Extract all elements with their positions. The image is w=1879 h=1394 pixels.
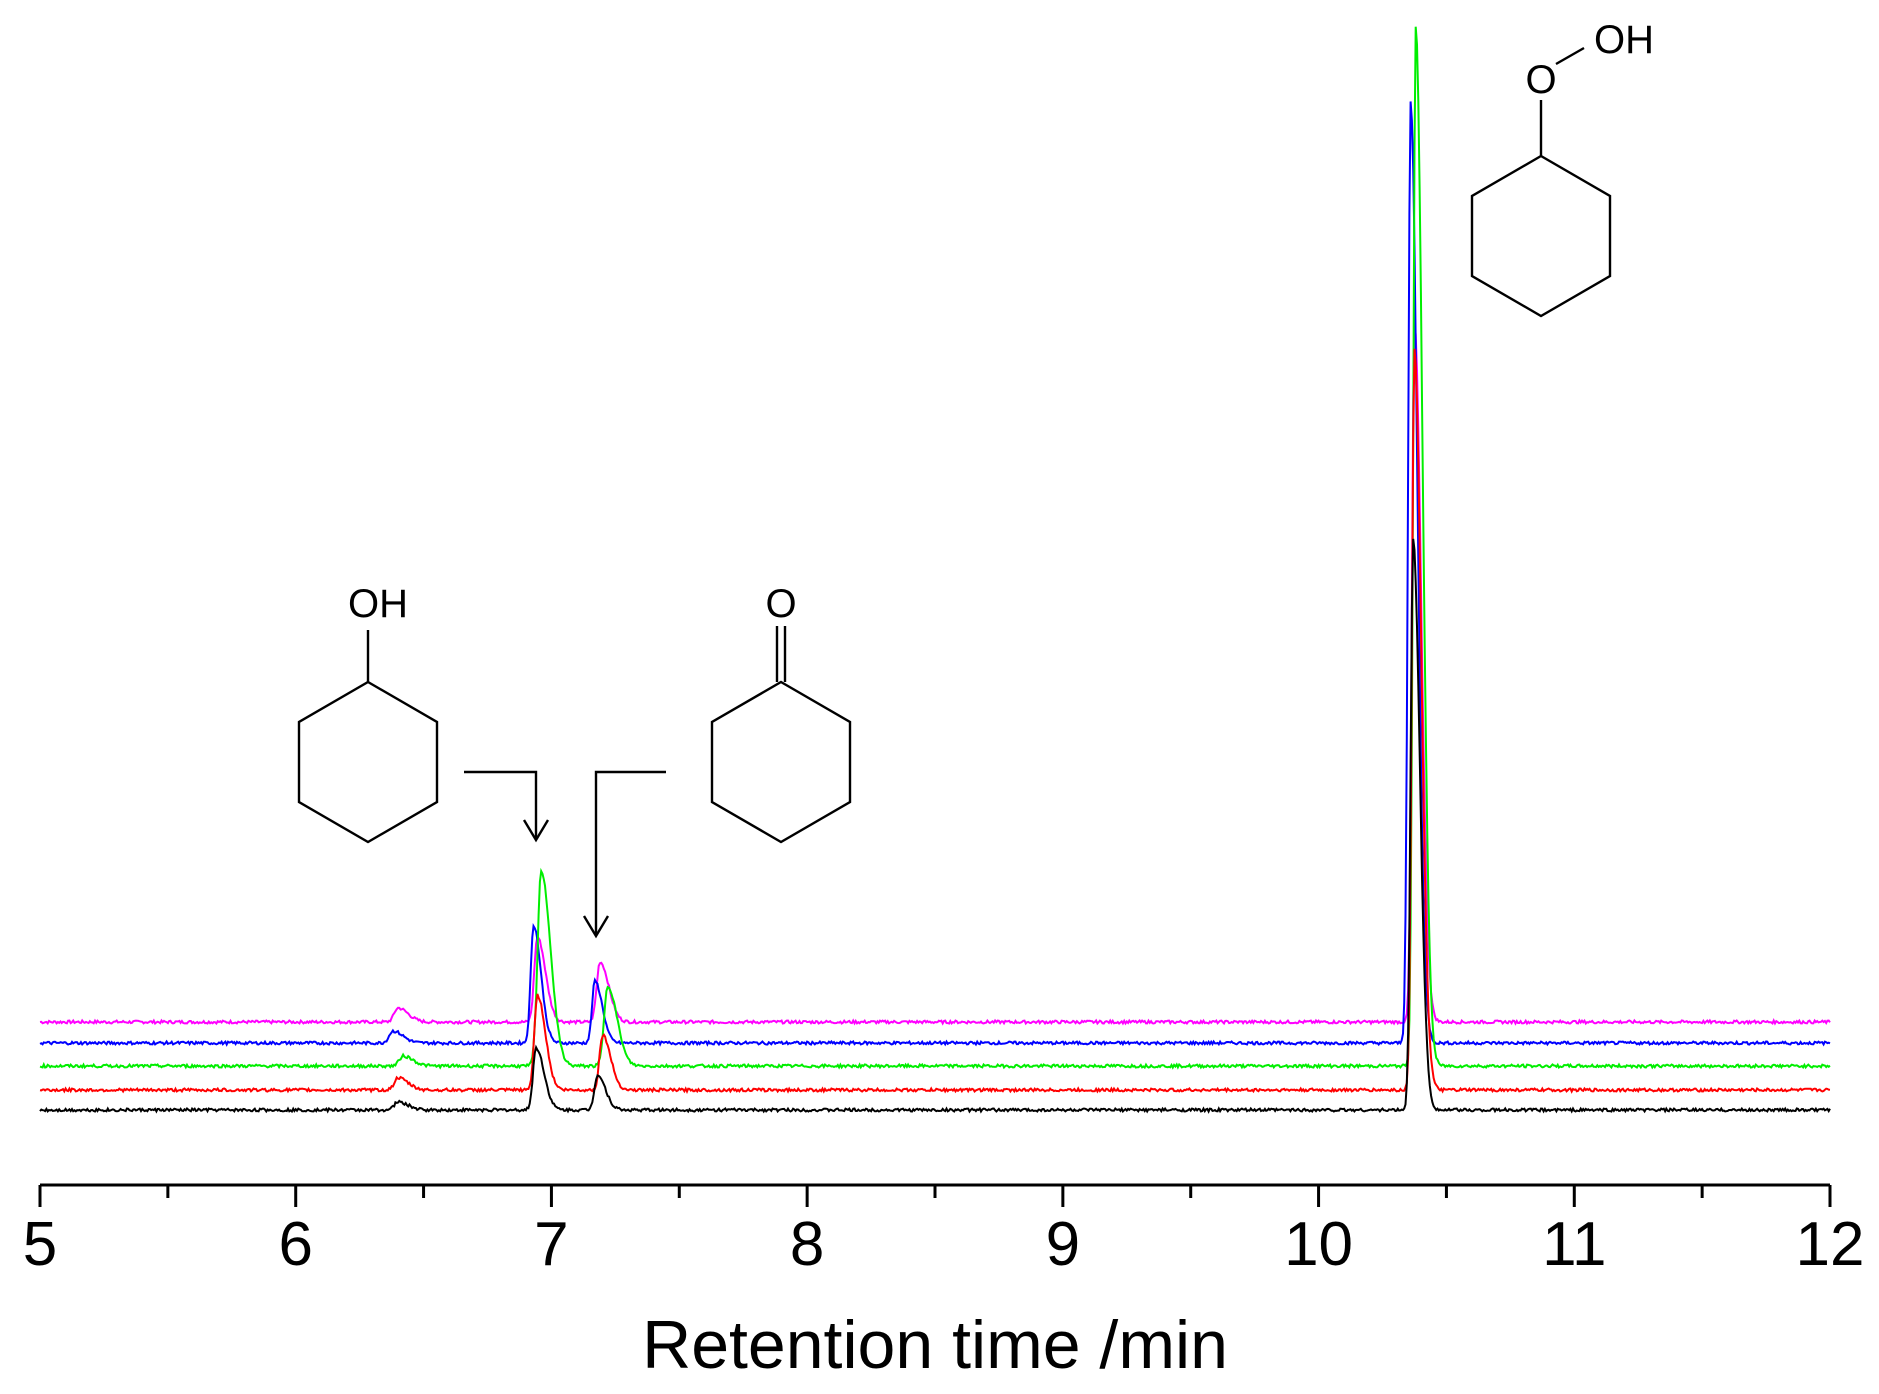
cyclohexanone-o-label: O [765, 582, 796, 626]
x-tick-label: 10 [1284, 1210, 1353, 1279]
hydroperoxide-oh-label: OH [1594, 18, 1654, 62]
x-tick-label: 11 [1542, 1210, 1606, 1279]
hydroperoxide-oo-bond [1555, 46, 1585, 66]
chromatogram-trace [39, 26, 1831, 1070]
trace-group [39, 26, 1831, 1114]
x-tick-label: 12 [1796, 1210, 1865, 1279]
x-tick-label: 7 [534, 1210, 568, 1279]
chromatogram-trace [39, 348, 1831, 1094]
hydroperoxide-structure: O OH [1470, 18, 1654, 318]
cyclohexanol-ring [297, 680, 439, 844]
cyclohexanol-oh-label: OH [348, 582, 408, 626]
x-axis: 5 6 7 8 9 10 11 12 [23, 1183, 1865, 1279]
hydroperoxide-ring [1470, 154, 1612, 318]
x-axis-title: Retention time /min [642, 1307, 1228, 1383]
x-ticks [38, 1185, 1832, 1207]
cyclohexanol-arrow [464, 770, 550, 843]
x-tick-label: 6 [278, 1210, 312, 1279]
x-tick-label: 5 [23, 1210, 57, 1279]
x-tick-label: 9 [1046, 1210, 1080, 1279]
x-tick-labels: 5 6 7 8 9 10 11 12 [23, 1210, 1865, 1279]
cyclohexanone-arrow [582, 770, 666, 939]
chromatogram-trace [39, 538, 1831, 1114]
chromatogram-trace [39, 101, 1831, 1047]
chromatogram-trace [39, 321, 1831, 1026]
cyclohexanol-structure: OH [297, 582, 439, 844]
cyclohexanone-ring [710, 680, 852, 844]
x-tick-label: 8 [790, 1210, 824, 1279]
cyclohexanone-structure: O [710, 582, 852, 844]
hydroperoxide-o-label: O [1525, 58, 1556, 102]
